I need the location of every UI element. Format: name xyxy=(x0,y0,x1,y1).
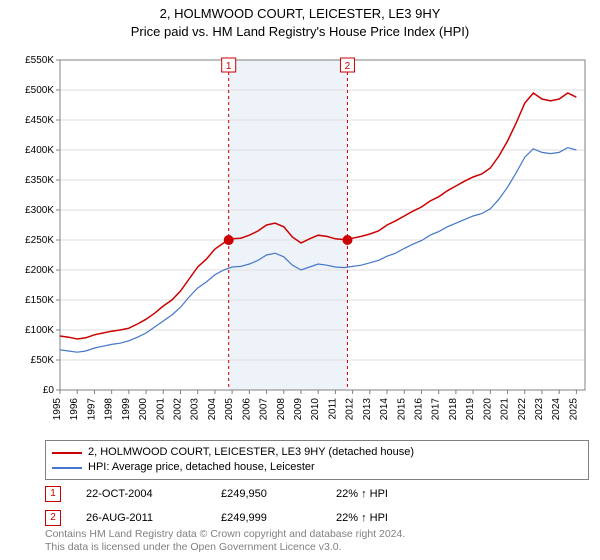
svg-text:£350K: £350K xyxy=(25,175,54,186)
svg-text:2004: 2004 xyxy=(207,398,218,421)
svg-text:£550K: £550K xyxy=(25,55,54,66)
page-title: 2, HOLMWOOD COURT, LEICESTER, LE3 9HY xyxy=(0,6,600,21)
footnote: Contains HM Land Registry data © Crown c… xyxy=(45,528,575,554)
svg-text:2005: 2005 xyxy=(224,398,235,421)
svg-text:2022: 2022 xyxy=(517,398,528,421)
event-price: £249,950 xyxy=(221,488,311,500)
footnote-line: Contains HM Land Registry data © Crown c… xyxy=(45,528,405,540)
svg-text:2007: 2007 xyxy=(259,398,270,421)
event-marker-box: 2 xyxy=(45,510,61,526)
svg-text:2002: 2002 xyxy=(172,398,183,421)
svg-text:2023: 2023 xyxy=(534,398,545,421)
svg-text:2018: 2018 xyxy=(448,398,459,421)
legend-box: 2, HOLMWOOD COURT, LEICESTER, LE3 9HY (d… xyxy=(45,440,589,480)
legend-swatch xyxy=(52,452,82,454)
price-chart: £0 £50K £100K £150K £200K £250K £300K £350K £400… xyxy=(0,45,600,435)
svg-text:2019: 2019 xyxy=(465,398,476,421)
legend-row: 2, HOLMWOOD COURT, LEICESTER, LE3 9HY (d… xyxy=(52,445,582,460)
svg-text:2003: 2003 xyxy=(190,398,201,421)
svg-text:2021: 2021 xyxy=(500,398,511,421)
svg-text:1999: 1999 xyxy=(121,398,132,421)
svg-text:2000: 2000 xyxy=(138,398,149,421)
svg-text:2006: 2006 xyxy=(241,398,252,421)
event-hpi: 22% ↑ HPI xyxy=(336,488,436,500)
svg-text:£250K: £250K xyxy=(25,235,54,246)
svg-text:2008: 2008 xyxy=(276,398,287,421)
svg-text:2025: 2025 xyxy=(568,398,579,421)
event-price: £249,999 xyxy=(221,512,311,524)
svg-text:2014: 2014 xyxy=(379,398,390,421)
event-row: 1 22-OCT-2004 £249,950 22% ↑ HPI xyxy=(45,486,575,502)
svg-text:2010: 2010 xyxy=(310,398,321,421)
svg-text:1996: 1996 xyxy=(69,398,80,421)
legend-label: HPI: Average price, detached house, Leic… xyxy=(88,460,315,475)
svg-text:1998: 1998 xyxy=(104,398,115,421)
svg-text:£0: £0 xyxy=(43,385,55,396)
svg-text:2015: 2015 xyxy=(396,398,407,421)
svg-text:2001: 2001 xyxy=(155,398,166,421)
page-subtitle: Price paid vs. HM Land Registry's House … xyxy=(0,24,600,39)
events-table: 1 22-OCT-2004 £249,950 22% ↑ HPI 2 26-AU… xyxy=(45,486,575,534)
svg-text:2020: 2020 xyxy=(482,398,493,421)
svg-text:2024: 2024 xyxy=(551,398,562,421)
svg-text:2011: 2011 xyxy=(327,398,338,420)
svg-text:£450K: £450K xyxy=(25,115,54,126)
svg-text:£300K: £300K xyxy=(25,205,54,216)
event-date: 26-AUG-2011 xyxy=(86,512,196,524)
svg-text:2009: 2009 xyxy=(293,398,304,421)
svg-text:£100K: £100K xyxy=(25,325,54,336)
svg-text:£500K: £500K xyxy=(25,85,54,96)
footnote-line: This data is licensed under the Open Gov… xyxy=(45,541,342,553)
svg-text:2013: 2013 xyxy=(362,398,373,421)
svg-text:£400K: £400K xyxy=(25,145,54,156)
svg-text:2: 2 xyxy=(345,61,351,72)
svg-text:£150K: £150K xyxy=(25,295,54,306)
event-hpi: 22% ↑ HPI xyxy=(336,512,436,524)
event-marker-box: 1 xyxy=(45,486,61,502)
legend-row: HPI: Average price, detached house, Leic… xyxy=(52,460,582,475)
svg-text:2012: 2012 xyxy=(345,398,356,421)
svg-text:2017: 2017 xyxy=(431,398,442,421)
event-date: 22-OCT-2004 xyxy=(86,488,196,500)
svg-text:£50K: £50K xyxy=(31,355,55,366)
svg-text:1: 1 xyxy=(226,61,232,72)
svg-text:1997: 1997 xyxy=(86,398,97,421)
svg-text:£200K: £200K xyxy=(25,265,54,276)
legend-swatch xyxy=(52,467,82,469)
event-row: 2 26-AUG-2011 £249,999 22% ↑ HPI xyxy=(45,510,575,526)
svg-text:1995: 1995 xyxy=(52,398,63,421)
svg-text:2016: 2016 xyxy=(413,398,424,421)
legend-label: 2, HOLMWOOD COURT, LEICESTER, LE3 9HY (d… xyxy=(88,445,414,460)
